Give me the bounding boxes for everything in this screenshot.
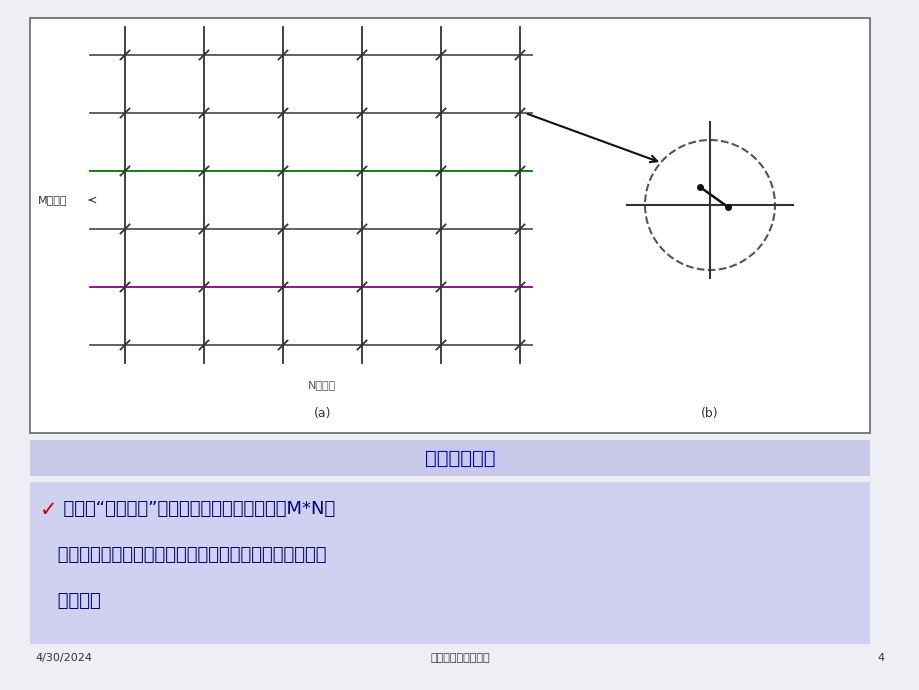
FancyBboxPatch shape xyxy=(30,482,869,644)
Text: 缺点：“全利用度”，需要的交叉节点数多（共M*N个: 缺点：“全利用度”，需要的交叉节点数多（共M*N个 xyxy=(52,500,335,518)
Text: N条出线: N条出线 xyxy=(308,380,336,390)
Text: (a): (a) xyxy=(313,407,331,420)
Text: ），节点利用率不高，解决方法：利用多级交叉矩阵或数: ），节点利用率不高，解决方法：利用多级交叉矩阵或数 xyxy=(52,546,326,564)
Text: 莱阳农学院信息学院: 莱阳农学院信息学院 xyxy=(430,653,489,663)
Text: 字交换。: 字交换。 xyxy=(52,592,101,610)
FancyBboxPatch shape xyxy=(30,18,869,433)
Wedge shape xyxy=(794,265,869,415)
Text: ✓: ✓ xyxy=(40,500,57,520)
Text: (b): (b) xyxy=(700,407,718,420)
Text: 4/30/2024: 4/30/2024 xyxy=(35,653,92,663)
Text: M条入线: M条入线 xyxy=(38,195,67,205)
FancyBboxPatch shape xyxy=(30,440,869,476)
Text: 空分交换矩阵: 空分交换矩阵 xyxy=(425,448,494,468)
Text: 4: 4 xyxy=(877,653,884,663)
